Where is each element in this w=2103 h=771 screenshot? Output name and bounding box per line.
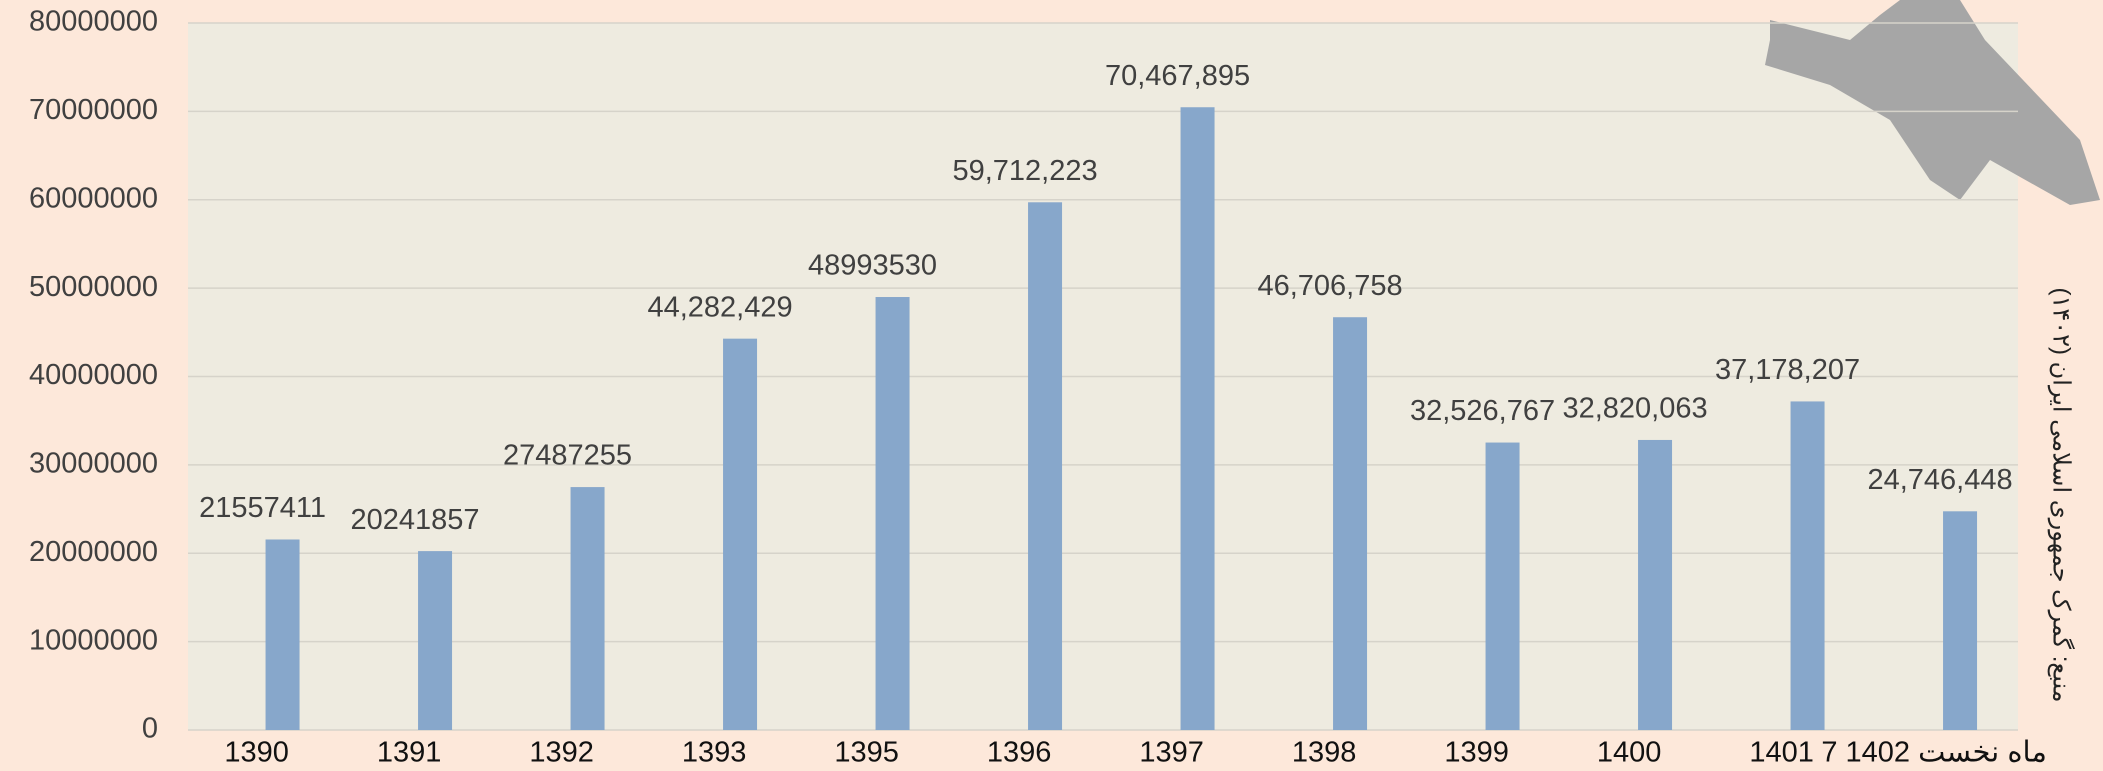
airplane-decoration: [1765, 0, 2100, 205]
bar: [1790, 401, 1825, 730]
x-tick-label: 1390: [224, 737, 289, 769]
y-tick-label: 30000000: [29, 448, 158, 480]
y-tick-label: 0: [142, 713, 158, 745]
bar: [1638, 439, 1673, 730]
bar: [1943, 511, 1978, 730]
bar: [265, 539, 300, 730]
data-label: 37,178,207: [1715, 354, 1860, 386]
y-tick-label: 50000000: [29, 271, 158, 303]
source-note: منبع: گمرک جمهوری اسلامی ایران (۱۴۰۲): [2048, 287, 2076, 702]
x-tick-label: 1392: [529, 737, 594, 769]
y-tick-label: 10000000: [29, 624, 158, 656]
data-label: 24,746,448: [1867, 464, 2012, 496]
bar: [1180, 107, 1215, 730]
y-tick-label: 80000000: [29, 6, 158, 38]
x-tick-label: 1393: [682, 737, 747, 769]
x-tick-label: 1395: [834, 737, 899, 769]
x-tick-label: 1400: [1597, 737, 1662, 769]
y-tick-label: 70000000: [29, 94, 158, 126]
y-tick-label: 20000000: [29, 536, 158, 568]
x-tick-label: 1397: [1139, 737, 1204, 769]
data-label: 32,820,063: [1562, 393, 1707, 425]
bar: [723, 338, 758, 730]
data-label: 70,467,895: [1105, 60, 1250, 92]
x-tick-label: 1399: [1444, 737, 1509, 769]
data-label: 21557411: [199, 492, 326, 524]
data-label: 20241857: [351, 504, 480, 536]
bar: [570, 487, 605, 730]
bar: [418, 551, 453, 730]
x-tick-label: 7 ماه نخست 1402: [1821, 737, 2047, 769]
x-tick-label: 1401: [1749, 737, 1814, 769]
data-label: 59,712,223: [952, 155, 1097, 187]
bar: [1333, 317, 1368, 730]
data-label: 46,706,758: [1257, 270, 1402, 302]
data-label: 32,526,767: [1410, 395, 1555, 427]
data-label: 48993530: [808, 250, 937, 282]
bar: [875, 297, 910, 730]
data-label: 44,282,429: [647, 291, 792, 323]
x-tick-label: 1391: [377, 737, 442, 769]
y-tick-label: 40000000: [29, 359, 158, 391]
x-tick-label: 1396: [987, 737, 1052, 769]
bar: [1485, 442, 1520, 730]
bar: [1028, 202, 1063, 731]
data-label: 27487255: [503, 440, 632, 472]
x-tick-label: 1398: [1292, 737, 1357, 769]
y-tick-label: 60000000: [29, 182, 158, 214]
